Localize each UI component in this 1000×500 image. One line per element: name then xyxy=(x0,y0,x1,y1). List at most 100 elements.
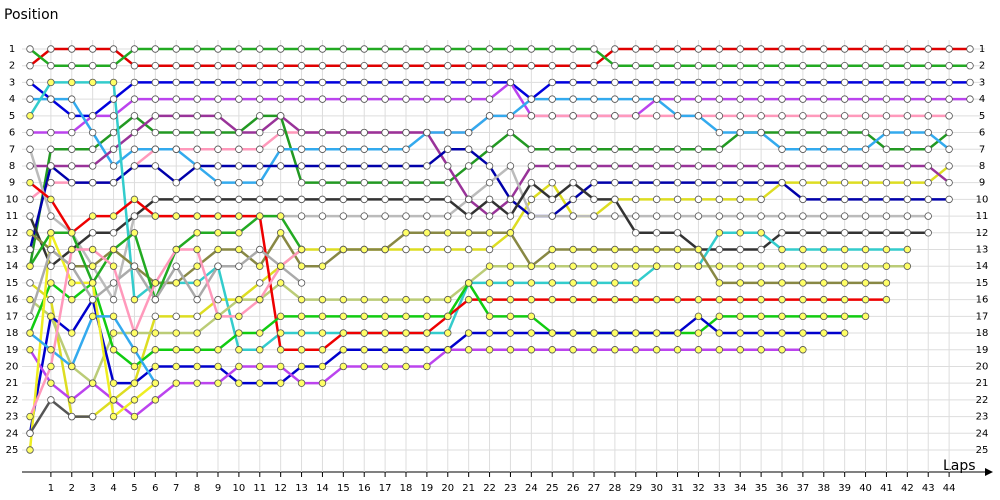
y-tick-label: 5 xyxy=(9,111,15,122)
lap-marker xyxy=(590,195,598,204)
x-tick-label: 1 xyxy=(48,483,54,494)
lap-marker xyxy=(652,112,661,120)
lap-marker xyxy=(945,145,953,153)
lap-marker xyxy=(193,329,201,337)
lap-marker xyxy=(757,329,765,337)
lap-marker xyxy=(736,229,744,237)
lap-marker xyxy=(820,45,828,53)
y-tick-label-right: 6 xyxy=(979,128,985,139)
lap-marker xyxy=(485,195,494,204)
lap-marker xyxy=(88,312,97,321)
lap-marker xyxy=(736,195,744,204)
lap-marker xyxy=(464,62,473,70)
lap-marker xyxy=(548,95,556,103)
lap-marker xyxy=(569,195,577,204)
lap-marker xyxy=(611,112,619,120)
lap-marker xyxy=(903,229,912,237)
lap-marker xyxy=(820,245,828,254)
lap-marker xyxy=(214,95,222,103)
lap-marker xyxy=(966,62,974,70)
lap-marker xyxy=(423,95,431,103)
lap-marker xyxy=(464,295,473,304)
lap-marker xyxy=(235,128,243,137)
lap-marker xyxy=(715,178,724,187)
lap-marker xyxy=(130,329,139,337)
lap-marker xyxy=(757,78,765,87)
lap-marker xyxy=(381,78,389,87)
x-tick-label: 2 xyxy=(69,483,75,494)
lap-marker xyxy=(924,95,932,103)
lap-marker xyxy=(360,295,368,304)
lap-marker xyxy=(109,295,118,304)
lap-marker xyxy=(569,262,577,270)
lap-marker xyxy=(611,45,619,53)
lap-marker xyxy=(444,245,452,254)
lap-marker xyxy=(945,178,953,187)
y-tick-label: 21 xyxy=(6,378,19,389)
lap-marker xyxy=(757,45,765,53)
lap-marker xyxy=(214,245,222,254)
lap-marker xyxy=(68,362,76,371)
lap-marker xyxy=(151,329,160,337)
lap-marker xyxy=(26,245,34,254)
lap-marker xyxy=(235,45,243,53)
lap-marker xyxy=(151,346,160,354)
lap-marker xyxy=(903,128,912,137)
lap-marker xyxy=(423,195,431,204)
lap-marker xyxy=(945,62,953,70)
lap-marker xyxy=(715,295,724,304)
lap-marker xyxy=(256,78,264,87)
lap-marker xyxy=(799,262,807,270)
lap-marker xyxy=(673,145,682,153)
lap-marker xyxy=(235,212,243,220)
lap-marker xyxy=(673,295,682,304)
lap-marker xyxy=(652,245,661,254)
lap-marker xyxy=(297,62,306,70)
grid xyxy=(22,40,985,472)
lap-marker xyxy=(297,312,306,321)
lap-marker xyxy=(799,62,807,70)
lap-marker xyxy=(548,212,556,220)
lap-marker xyxy=(444,312,452,321)
lap-marker xyxy=(882,45,891,53)
lap-marker xyxy=(694,312,703,321)
lap-marker xyxy=(193,195,201,204)
lap-marker xyxy=(506,62,515,70)
lap-marker xyxy=(715,346,724,354)
lap-marker xyxy=(736,279,744,287)
lap-marker xyxy=(590,346,598,354)
lap-marker xyxy=(757,262,765,270)
lap-marker xyxy=(151,162,160,170)
lap-marker xyxy=(820,312,828,321)
lap-marker xyxy=(506,346,515,354)
lap-marker xyxy=(840,178,849,187)
lap-marker xyxy=(193,212,201,220)
lap-marker xyxy=(130,346,139,354)
lap-marker xyxy=(235,245,243,254)
lap-marker xyxy=(360,312,368,321)
lap-marker xyxy=(694,145,703,153)
lap-marker xyxy=(214,212,222,220)
x-tick-label: 9 xyxy=(215,483,221,494)
lap-marker xyxy=(172,145,180,153)
lap-marker xyxy=(26,62,34,70)
lap-marker xyxy=(130,162,139,170)
lap-marker xyxy=(276,195,285,204)
lap-marker xyxy=(527,145,536,153)
lap-marker xyxy=(715,212,724,220)
lap-marker xyxy=(88,62,97,70)
lap-marker xyxy=(423,212,431,220)
lap-marker xyxy=(673,195,682,204)
lap-marker xyxy=(820,128,828,137)
lap-marker xyxy=(109,95,118,103)
lap-marker xyxy=(47,312,55,321)
lap-marker xyxy=(799,162,807,170)
lap-marker xyxy=(235,229,243,237)
lap-marker xyxy=(778,279,786,287)
lap-marker xyxy=(88,212,97,220)
lap-marker xyxy=(381,212,389,220)
lap-marker xyxy=(966,95,974,103)
lap-marker xyxy=(172,329,180,337)
y-tick-label-right: 15 xyxy=(976,278,989,289)
x-tick-label: 40 xyxy=(859,483,872,494)
